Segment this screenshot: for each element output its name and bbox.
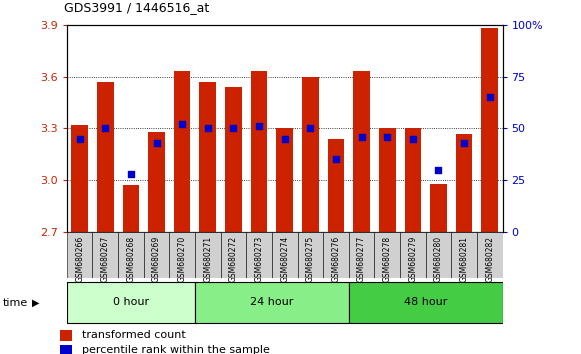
Text: GSM680268: GSM680268 [127,235,135,282]
Text: GDS3991 / 1446516_at: GDS3991 / 1446516_at [64,1,209,14]
Point [331,156,340,162]
Bar [430,184,447,232]
Bar [221,232,246,278]
Text: GSM680274: GSM680274 [280,235,289,282]
Bar [60,344,73,354]
Bar [302,76,318,232]
Point [203,125,213,131]
Point [75,136,84,142]
Bar [349,232,374,278]
Text: GSM680278: GSM680278 [383,235,392,282]
Point [460,140,469,145]
Text: ▶: ▶ [32,298,40,308]
Bar [174,72,191,232]
Point [306,125,315,131]
Bar [374,232,400,278]
Bar [277,129,293,232]
Point [357,134,366,139]
Text: 24 hour: 24 hour [250,297,293,307]
Point [101,125,110,131]
Bar [67,282,195,324]
Point [178,121,187,127]
Text: 0 hour: 0 hour [113,297,149,307]
Bar [123,185,139,232]
Bar [477,232,503,278]
Bar [225,87,242,232]
Bar [426,232,451,278]
Point [382,134,392,139]
Bar [272,232,297,278]
Text: GSM680279: GSM680279 [408,235,417,282]
Text: GSM680270: GSM680270 [178,235,187,282]
Text: GSM680276: GSM680276 [331,235,340,282]
Text: GSM680266: GSM680266 [75,235,84,282]
Text: GSM680273: GSM680273 [254,235,264,282]
Text: 48 hour: 48 hour [404,297,447,307]
Bar [60,330,73,341]
Bar [379,129,396,232]
Point [126,171,135,177]
Text: GSM680277: GSM680277 [357,235,366,282]
Text: GSM680269: GSM680269 [152,235,161,282]
Bar [92,232,118,278]
Text: GSM680281: GSM680281 [460,235,469,281]
Bar [451,232,477,278]
Point [229,125,238,131]
Bar [482,28,498,232]
Bar [251,72,267,232]
Bar [323,232,349,278]
Bar [456,133,472,232]
Bar [297,232,323,278]
Bar [118,232,144,278]
Point [485,95,494,100]
Text: GSM680280: GSM680280 [434,235,443,282]
Point [434,167,443,173]
Text: GSM680272: GSM680272 [229,235,238,282]
Bar [328,139,345,232]
Bar [400,232,426,278]
Point [280,136,289,142]
Bar [148,132,165,232]
Text: GSM680275: GSM680275 [306,235,315,282]
Bar [195,232,221,278]
Bar [404,129,421,232]
Bar [67,232,92,278]
Point [408,136,418,142]
Bar [169,232,195,278]
Bar [144,232,169,278]
Bar [353,72,370,232]
Bar [71,125,88,232]
Text: GSM680267: GSM680267 [101,235,110,282]
Bar [349,282,503,324]
Bar [199,82,216,232]
Bar [97,82,114,232]
Text: time: time [3,298,28,308]
Text: percentile rank within the sample: percentile rank within the sample [83,345,270,354]
Point [254,124,264,129]
Bar [195,282,349,324]
Point [152,140,161,145]
Text: GSM680271: GSM680271 [203,235,212,282]
Bar [246,232,272,278]
Text: GSM680282: GSM680282 [485,235,494,281]
Text: transformed count: transformed count [83,330,186,340]
